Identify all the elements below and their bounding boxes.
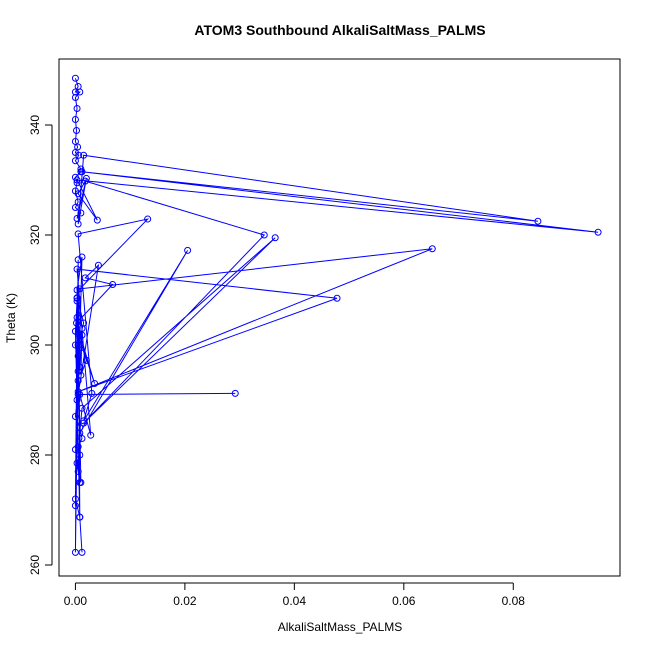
data-point [109,281,117,288]
data-point [77,344,85,352]
y-tick-label: 280 [28,445,42,465]
data-point [333,294,341,302]
data-point [260,231,268,239]
data-point [80,319,88,327]
data-point [73,105,81,112]
data-point [74,220,82,228]
data-point [71,327,79,335]
data-point [82,356,90,364]
data-point [76,424,84,431]
data-point [81,177,89,185]
data-point [76,88,84,96]
data-point [80,419,88,427]
data-point [77,479,85,486]
data-point [78,548,86,556]
data-point [77,209,85,217]
data-point [74,190,82,198]
data-point [74,352,82,360]
data-point [74,230,82,238]
y-axis: 260 280 300 320 340 [28,115,53,575]
data-point [71,413,79,420]
data-point [73,179,81,187]
plot-area [71,74,602,556]
data-point [144,215,152,223]
data-point [71,116,79,123]
data-point [78,331,86,339]
data-point [73,176,81,184]
series-line [74,78,599,553]
data-point [76,363,84,371]
data-point [73,286,81,294]
plot-frame [58,58,621,577]
data-point [71,74,79,82]
data-point [231,389,239,397]
x-tick-label: 0.02 [173,594,197,608]
data-point [73,265,81,273]
y-tick-label: 260 [28,555,42,575]
data-point [74,377,82,385]
data-point [71,157,79,165]
data-point [74,256,82,264]
data-point [73,297,81,305]
data-point [74,198,82,206]
data-point [81,274,89,282]
data-point [71,341,79,349]
data-point [78,168,86,176]
data-point [94,261,102,269]
data-point [88,389,96,397]
data-point [184,246,192,254]
data-point [71,495,79,503]
x-tick-label: 0.08 [502,594,526,608]
data-point [71,204,79,211]
x-tick-label: 0.06 [392,594,416,608]
data-point [76,451,84,459]
data-point [71,446,79,453]
y-tick-label: 320 [28,225,42,245]
data-point [80,417,88,425]
data-point [71,502,79,510]
data-point [71,548,79,556]
data-point [80,151,88,159]
x-axis: 0.00 0.02 0.04 0.06 0.08 [64,582,526,608]
data-point [78,435,86,442]
x-tick-label: 0.04 [283,594,307,608]
data-point [73,127,81,134]
data-point [74,468,82,475]
x-tick-label: 0.00 [64,594,88,608]
y-tick-label: 340 [28,115,42,135]
data-point [78,404,86,412]
x-axis-label: AlkaliSaltMass_PALMS [278,620,403,634]
data-point [76,513,84,521]
chart-title: ATOM3 Southbound AlkaliSaltMass_PALMS [194,22,485,38]
data-point [594,228,602,236]
data-point [534,217,542,225]
data-point [73,294,81,302]
data-point [74,367,82,375]
data-point [271,234,279,242]
data-point [428,245,436,253]
data-point [73,396,81,404]
data-point [91,380,99,387]
data-point [73,314,81,321]
data-point [71,94,79,101]
data-point [93,216,101,224]
y-axis-label: Theta (K) [4,293,18,343]
data-point [87,431,95,439]
y-tick-label: 300 [28,335,42,355]
data-point [75,151,83,159]
data-point [73,459,81,467]
